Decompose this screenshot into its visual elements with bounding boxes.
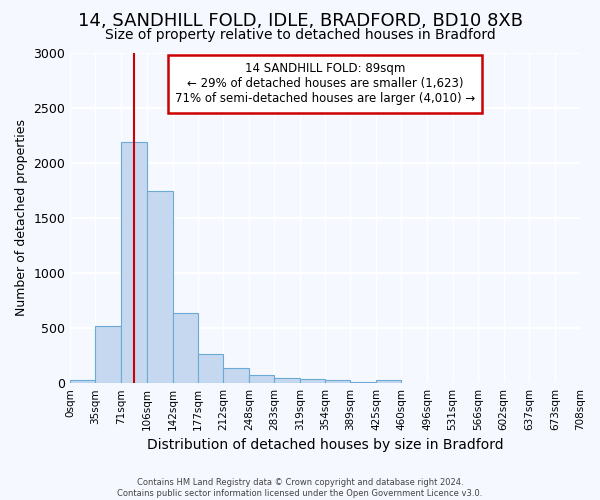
Bar	[146, 192, 173, 383]
Bar	[350, 382, 376, 383]
Bar	[401, 382, 427, 383]
Text: 14, SANDHILL FOLD, IDLE, BRADFORD, BD10 8XB: 14, SANDHILL FOLD, IDLE, BRADFORD, BD10 …	[77, 12, 523, 30]
Text: 14 SANDHILL FOLD: 89sqm
← 29% of detached houses are smaller (1,623)
71% of semi: 14 SANDHILL FOLD: 89sqm ← 29% of detache…	[175, 62, 475, 106]
Bar	[95, 326, 121, 383]
Bar	[452, 382, 478, 383]
Text: Size of property relative to detached houses in Bradford: Size of property relative to detached ho…	[104, 28, 496, 42]
Bar	[300, 379, 325, 383]
Bar	[376, 380, 401, 383]
Bar	[198, 354, 223, 383]
X-axis label: Distribution of detached houses by size in Bradford: Distribution of detached houses by size …	[147, 438, 503, 452]
Bar	[173, 313, 198, 383]
Bar	[70, 380, 95, 383]
Bar	[427, 382, 452, 383]
Bar	[274, 378, 300, 383]
Text: Contains HM Land Registry data © Crown copyright and database right 2024.
Contai: Contains HM Land Registry data © Crown c…	[118, 478, 482, 498]
Bar	[503, 382, 529, 383]
Bar	[121, 142, 146, 383]
Y-axis label: Number of detached properties: Number of detached properties	[15, 120, 28, 316]
Bar	[529, 382, 555, 383]
Bar	[555, 382, 580, 383]
Bar	[223, 368, 249, 383]
Bar	[325, 380, 350, 383]
Bar	[249, 375, 274, 383]
Bar	[478, 382, 503, 383]
